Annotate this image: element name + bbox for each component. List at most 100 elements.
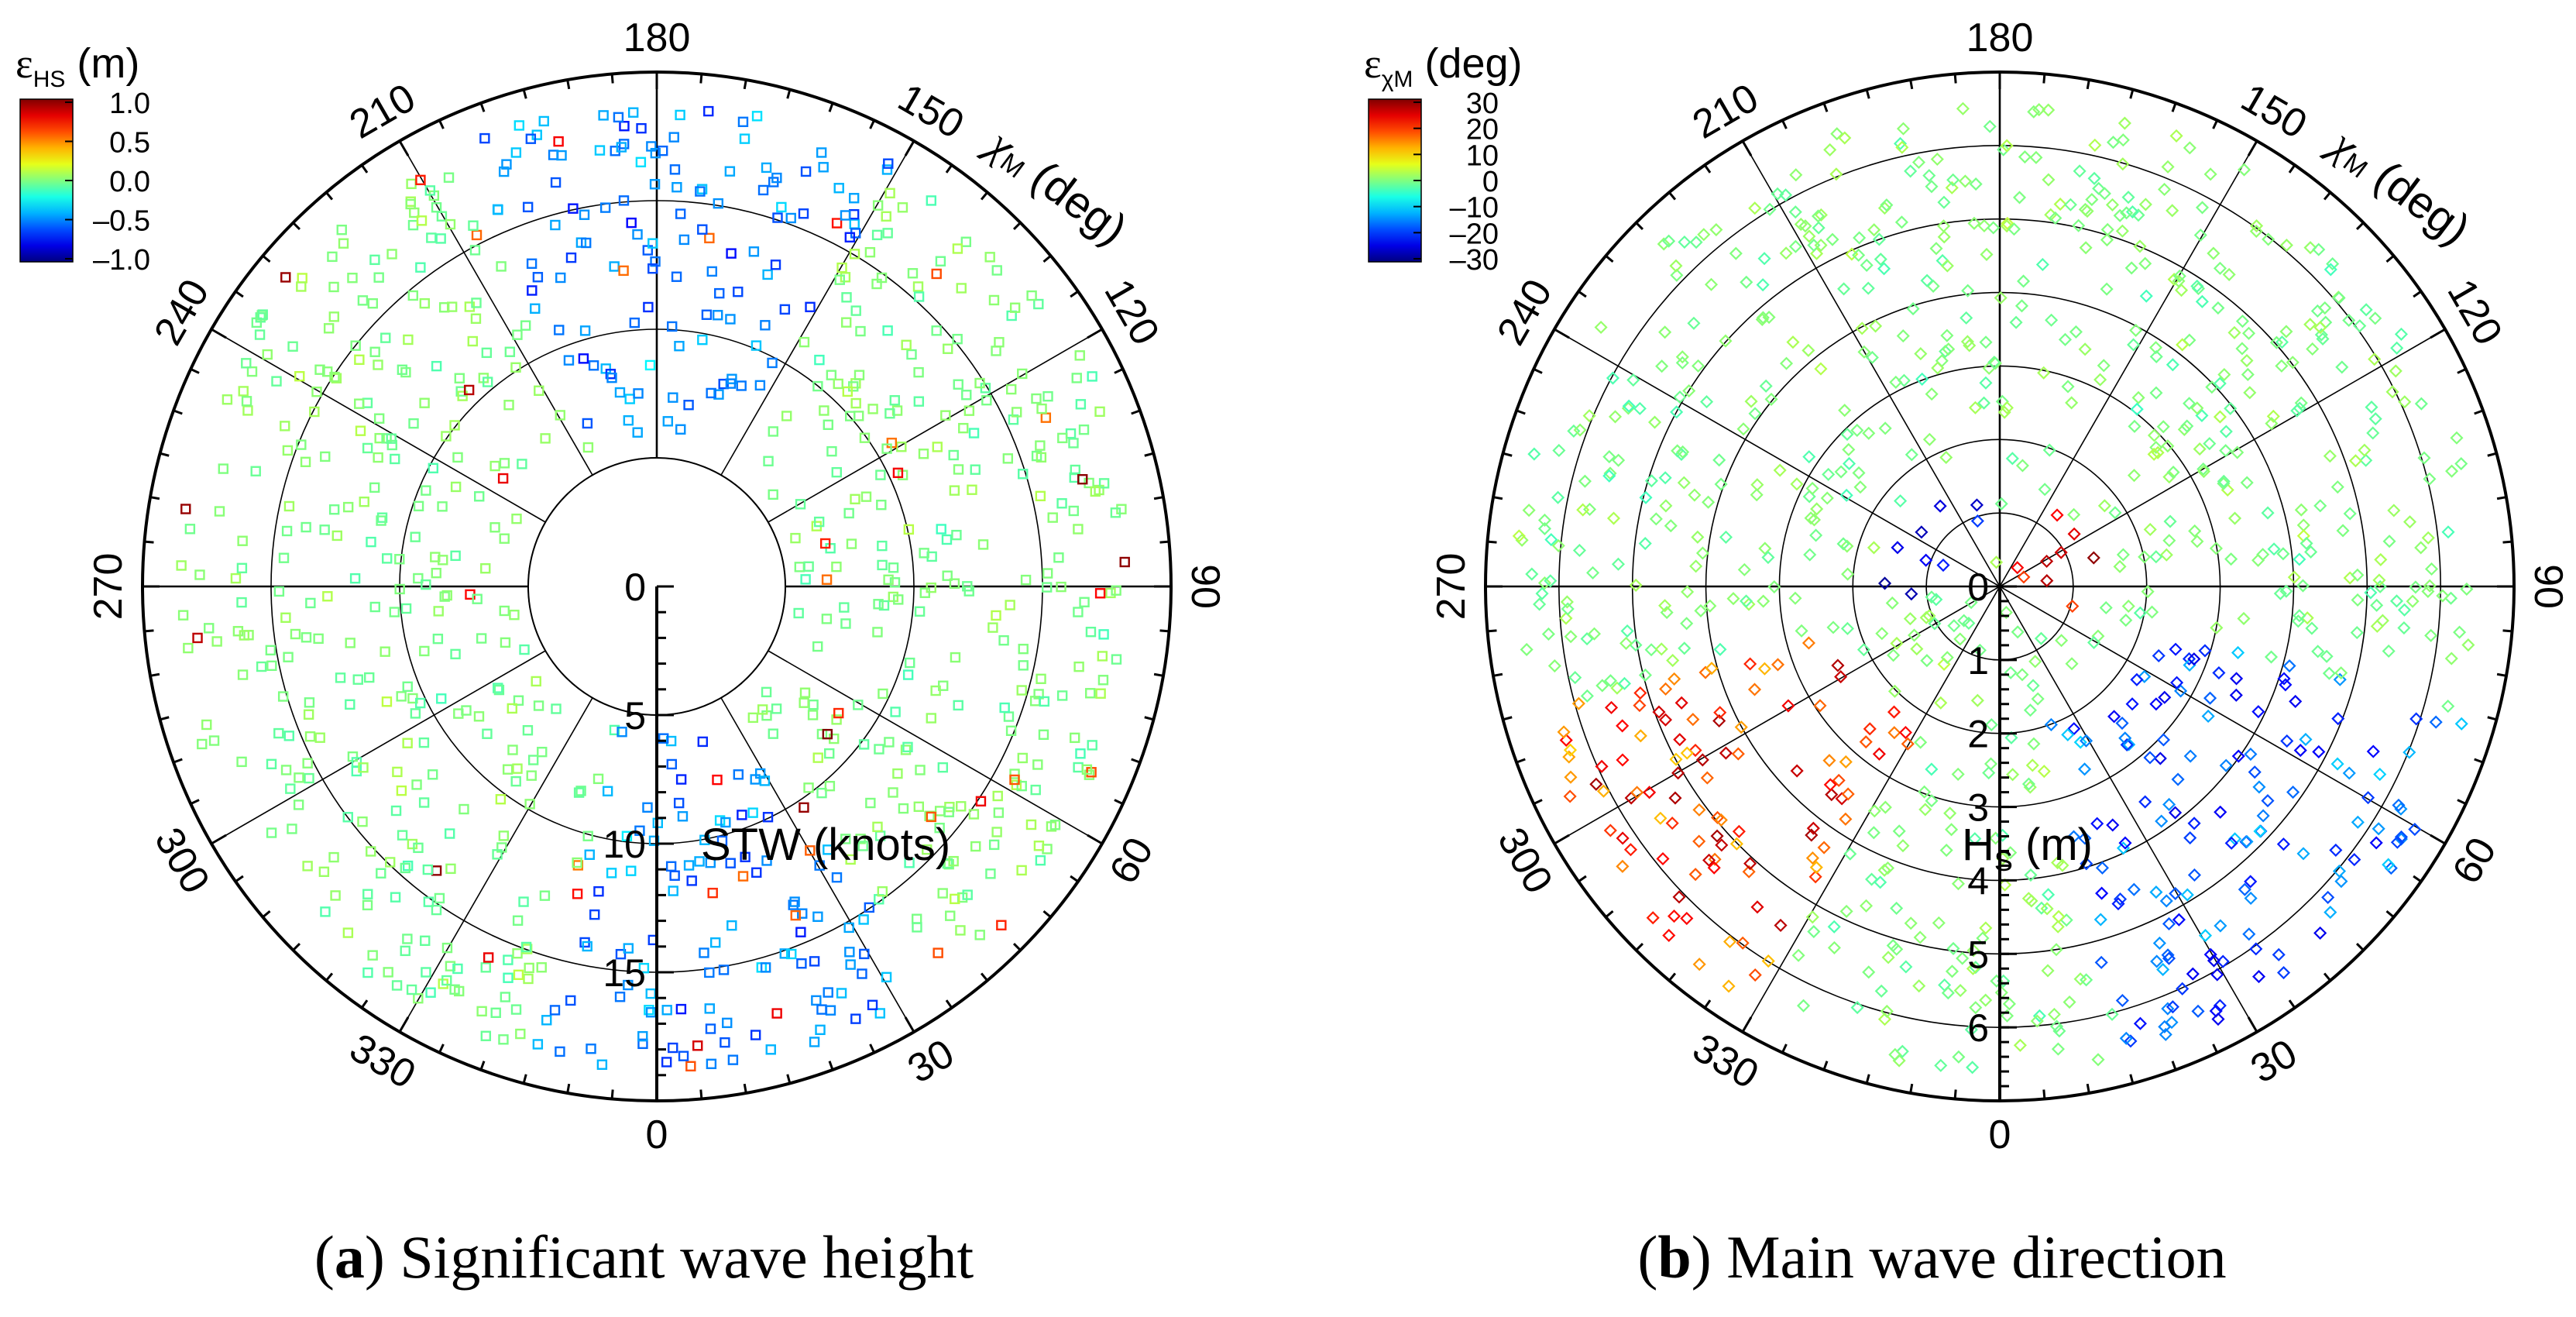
data-point bbox=[1877, 1013, 1892, 1026]
data-point bbox=[2029, 150, 2043, 164]
data-point bbox=[840, 618, 851, 629]
data-point bbox=[222, 394, 233, 405]
data-point bbox=[2079, 734, 2093, 748]
data-point bbox=[2152, 936, 2166, 951]
data-point bbox=[1894, 494, 1908, 508]
radial-tick-label: 15 bbox=[603, 951, 646, 995]
data-point bbox=[2276, 965, 2291, 980]
data-point bbox=[1658, 471, 1672, 485]
data-point bbox=[761, 686, 772, 698]
data-point bbox=[383, 967, 393, 978]
data-point bbox=[1757, 662, 1771, 676]
data-point bbox=[974, 930, 985, 940]
colorbar bbox=[19, 98, 74, 263]
data-point bbox=[381, 696, 393, 707]
data-point bbox=[1537, 521, 1552, 535]
data-point bbox=[809, 1037, 820, 1047]
data-point bbox=[386, 439, 397, 451]
angle-tick-mark bbox=[743, 1083, 747, 1094]
data-point bbox=[2441, 700, 2455, 714]
data-point bbox=[512, 763, 523, 774]
radial-tick-label: 3 bbox=[1967, 786, 1989, 830]
data-point bbox=[1662, 234, 1676, 248]
data-point bbox=[294, 772, 304, 783]
data-point bbox=[1616, 719, 1630, 733]
angle-tick-mark bbox=[360, 999, 369, 1009]
data-point bbox=[876, 499, 887, 511]
data-point bbox=[903, 524, 915, 535]
data-point bbox=[2042, 888, 2056, 902]
data-point bbox=[1983, 119, 1997, 133]
data-point bbox=[176, 560, 187, 571]
data-point bbox=[281, 525, 293, 537]
data-point bbox=[1002, 453, 1014, 464]
data-point bbox=[906, 349, 917, 360]
data-point bbox=[2116, 133, 2130, 147]
data-point bbox=[2117, 116, 2131, 130]
caption-a-label: a bbox=[334, 1223, 365, 1291]
data-point bbox=[551, 703, 562, 714]
data-point bbox=[2053, 197, 2067, 211]
data-point bbox=[1896, 839, 1910, 853]
data-point bbox=[2183, 397, 2196, 411]
data-point bbox=[1691, 530, 1705, 544]
data-point bbox=[762, 812, 774, 823]
data-point bbox=[1968, 401, 1983, 414]
radial-tick-label: 1 bbox=[1967, 639, 1989, 683]
data-point bbox=[2311, 645, 2325, 658]
data-point bbox=[2262, 232, 2275, 246]
data-point bbox=[397, 364, 408, 375]
data-point bbox=[704, 967, 715, 978]
data-point bbox=[2332, 291, 2346, 305]
data-point bbox=[2085, 193, 2099, 207]
data-point bbox=[1842, 442, 1856, 456]
data-point bbox=[1891, 541, 1905, 555]
data-point bbox=[666, 758, 678, 770]
data-point bbox=[2093, 913, 2107, 927]
data-point bbox=[2072, 218, 2086, 232]
angle-tick-mark bbox=[173, 409, 183, 415]
data-point bbox=[2267, 542, 2281, 556]
data-point bbox=[821, 574, 833, 585]
data-point bbox=[816, 787, 827, 799]
data-point bbox=[683, 860, 695, 871]
data-point bbox=[2240, 476, 2254, 490]
data-point bbox=[1925, 180, 1939, 194]
data-point bbox=[454, 373, 465, 383]
data-point bbox=[878, 688, 888, 700]
data-point bbox=[1755, 312, 1769, 326]
angle-tick-label: 240 bbox=[1489, 272, 1561, 352]
data-point bbox=[1629, 638, 1643, 652]
data-point bbox=[2021, 892, 2035, 906]
data-point bbox=[613, 112, 624, 123]
data-point bbox=[1714, 477, 1728, 491]
data-point bbox=[614, 992, 626, 1002]
data-point bbox=[2318, 301, 2332, 315]
data-point bbox=[624, 394, 635, 404]
data-point bbox=[671, 271, 682, 282]
data-point bbox=[2453, 625, 2467, 639]
data-point bbox=[1969, 177, 1983, 191]
data-point bbox=[237, 669, 249, 680]
data-point bbox=[503, 954, 513, 965]
data-point bbox=[1809, 861, 1823, 875]
data-point bbox=[1069, 732, 1080, 744]
data-point bbox=[441, 431, 452, 442]
data-point bbox=[2243, 386, 2257, 400]
angle-tick-mark bbox=[1909, 79, 1914, 90]
data-point bbox=[1997, 405, 2011, 419]
data-point bbox=[1822, 467, 1836, 481]
data-point bbox=[527, 755, 539, 765]
data-point bbox=[1841, 567, 1855, 581]
data-point bbox=[1541, 627, 1555, 641]
data-point bbox=[675, 774, 687, 785]
colorbar-tick-label: –20 bbox=[1450, 218, 1499, 250]
data-point bbox=[1826, 232, 1839, 246]
data-point bbox=[1694, 603, 1708, 617]
data-point bbox=[2023, 703, 2038, 717]
data-point bbox=[1695, 753, 1709, 767]
data-point bbox=[751, 867, 762, 878]
data-point bbox=[970, 464, 981, 475]
data-point bbox=[704, 232, 715, 244]
data-point bbox=[2372, 822, 2385, 836]
